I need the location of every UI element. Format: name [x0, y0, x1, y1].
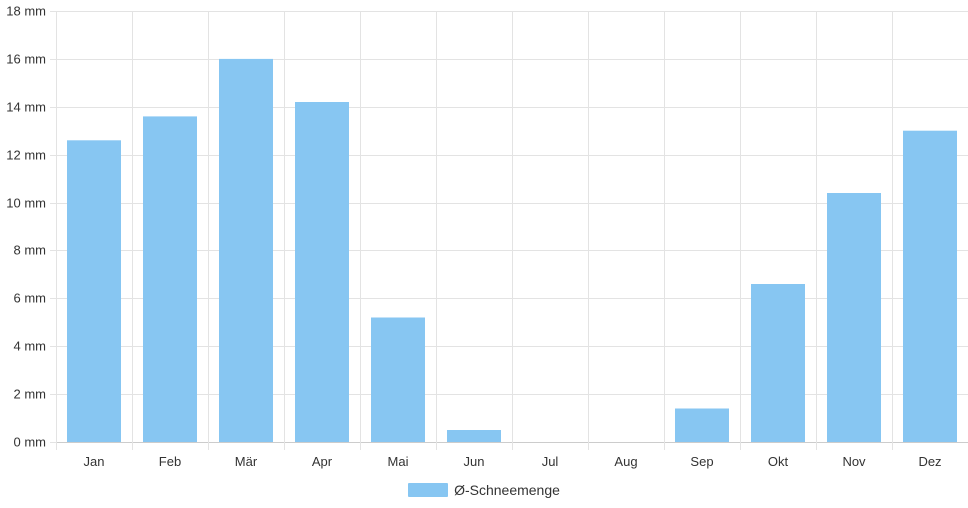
x-tick-label: Jan — [84, 454, 105, 469]
y-tick-label: 0 mm — [14, 435, 47, 450]
x-tick-label: Mär — [235, 454, 258, 469]
x-tick-label: Nov — [842, 454, 866, 469]
bar-jan[interactable] — [67, 140, 121, 443]
y-tick-label: 16 mm — [6, 52, 46, 67]
x-tick-label: Sep — [690, 454, 713, 469]
grid-lines — [50, 11, 968, 450]
axes: 0 mm 2 mm 4 mm 6 mm 8 mm 10 mm 12 mm 14 mm 16 mm… — [6, 4, 941, 470]
bar-dez[interactable] — [903, 130, 957, 442]
x-tick-label: Apr — [312, 454, 333, 469]
bar-apr[interactable] — [295, 102, 349, 442]
bars — [67, 58, 957, 443]
legend-swatch — [408, 483, 449, 497]
bar-sep[interactable] — [675, 408, 729, 443]
bar-okt[interactable] — [751, 284, 805, 442]
y-tick-label: 10 mm — [6, 196, 46, 211]
bar-feb[interactable] — [143, 116, 197, 443]
y-tick-label: 4 mm — [14, 339, 47, 354]
bar-mär[interactable] — [219, 58, 273, 443]
x-tick-label: Jul — [542, 454, 559, 469]
bar-jun[interactable] — [447, 430, 501, 442]
y-tick-label: 8 mm — [14, 243, 47, 258]
x-tick-label: Aug — [614, 454, 637, 469]
y-tick-label: 2 mm — [14, 387, 47, 402]
y-tick-label: 14 mm — [6, 100, 46, 115]
x-tick-label: Mai — [388, 454, 409, 469]
x-tick-label: Jun — [464, 454, 485, 469]
y-tick-label: 18 mm — [6, 4, 46, 19]
x-tick-label: Feb — [159, 454, 181, 469]
bar-nov[interactable] — [827, 193, 881, 442]
legend-label: Ø-Schneemenge — [454, 482, 560, 498]
x-tick-label: Dez — [918, 454, 941, 469]
y-tick-label: 12 mm — [6, 148, 46, 163]
bar-mai[interactable] — [371, 317, 425, 443]
bar-chart: 0 mm 2 mm 4 mm 6 mm 8 mm 10 mm 12 mm 14 mm 16 mm… — [6, 4, 968, 470]
y-tick-label: 6 mm — [14, 291, 47, 306]
x-tick-label: Okt — [768, 454, 789, 469]
legend[interactable]: Ø-Schneemenge — [0, 480, 968, 500]
